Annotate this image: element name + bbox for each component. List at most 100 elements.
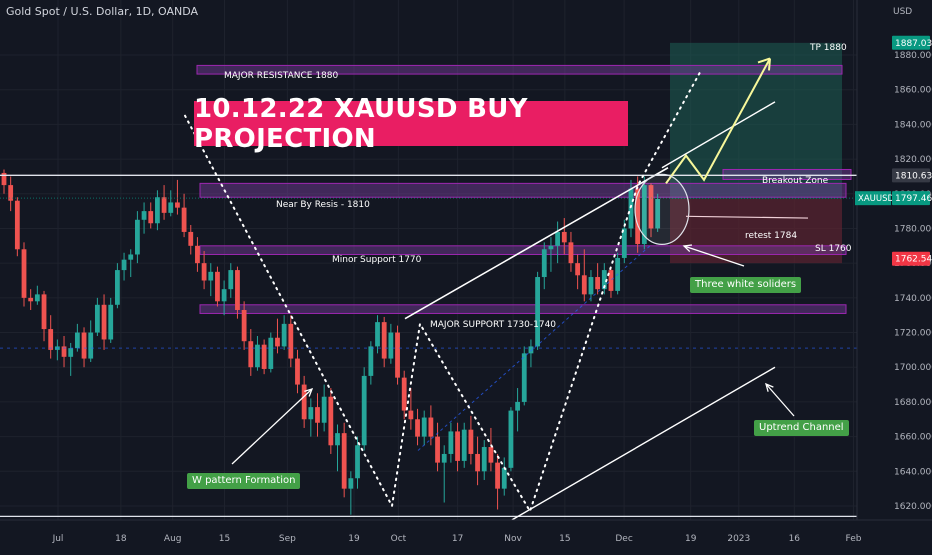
candle[interactable]: [395, 325, 400, 385]
candle[interactable]: [541, 242, 547, 290]
candle[interactable]: [128, 249, 134, 278]
candle[interactable]: [528, 339, 534, 368]
candle[interactable]: [601, 263, 607, 295]
candle[interactable]: [248, 329, 254, 376]
candle[interactable]: [188, 224, 194, 255]
candle[interactable]: [575, 254, 581, 290]
candle[interactable]: [215, 266, 220, 307]
candle[interactable]: [515, 388, 520, 432]
candle[interactable]: [255, 336, 260, 371]
candle[interactable]: [41, 290, 47, 342]
candle[interactable]: [155, 190, 160, 231]
candle[interactable]: [228, 263, 234, 298]
candle[interactable]: [655, 193, 661, 232]
candle[interactable]: [468, 415, 474, 465]
candle[interactable]: [428, 405, 434, 446]
candle[interactable]: [475, 436, 480, 486]
candle[interactable]: [595, 263, 601, 295]
candle[interactable]: [288, 315, 294, 368]
candle[interactable]: [461, 422, 467, 468]
candle[interactable]: [21, 242, 27, 307]
candle[interactable]: [321, 384, 327, 432]
candle[interactable]: [621, 219, 627, 264]
candle[interactable]: [8, 176, 14, 212]
candle[interactable]: [348, 471, 354, 515]
candle[interactable]: [375, 315, 380, 354]
candle[interactable]: [548, 237, 554, 272]
candle[interactable]: [535, 271, 540, 350]
symbol-title[interactable]: Gold Spot / U.S. Dollar, 1D, OANDA: [6, 5, 199, 18]
candle[interactable]: [355, 436, 360, 489]
candle[interactable]: [488, 427, 494, 472]
candle[interactable]: [421, 410, 427, 446]
candle[interactable]: [275, 318, 280, 354]
candle[interactable]: [401, 370, 407, 420]
candle[interactable]: [501, 457, 507, 496]
candle[interactable]: [201, 251, 207, 290]
candle[interactable]: [555, 221, 561, 264]
candle[interactable]: [408, 388, 414, 430]
candle[interactable]: [114, 263, 120, 309]
candle[interactable]: [648, 183, 654, 238]
candle[interactable]: [301, 375, 307, 428]
candle[interactable]: [335, 424, 340, 472]
candle[interactable]: [448, 422, 454, 463]
candle[interactable]: [221, 280, 227, 316]
candle[interactable]: [175, 179, 180, 215]
candle[interactable]: [74, 323, 80, 352]
candle[interactable]: [168, 190, 174, 217]
candle[interactable]: [181, 193, 187, 238]
candle[interactable]: [121, 252, 127, 281]
candle[interactable]: [28, 289, 34, 310]
candle[interactable]: [435, 422, 440, 472]
candle[interactable]: [341, 422, 347, 498]
candle[interactable]: [148, 202, 154, 229]
candle[interactable]: [108, 297, 114, 343]
candle[interactable]: [88, 320, 94, 363]
candle[interactable]: [135, 211, 140, 264]
candle[interactable]: [581, 249, 587, 302]
candle[interactable]: [521, 346, 527, 406]
candle[interactable]: [588, 270, 594, 302]
candles[interactable]: [1, 169, 661, 515]
candle[interactable]: [481, 440, 487, 480]
candle[interactable]: [608, 266, 614, 298]
candle[interactable]: [61, 336, 67, 368]
candle[interactable]: [161, 185, 167, 220]
candle[interactable]: [308, 398, 314, 437]
candle[interactable]: [295, 349, 300, 394]
candle[interactable]: [361, 367, 367, 451]
candle[interactable]: [141, 202, 147, 234]
candle[interactable]: [641, 176, 647, 250]
candle[interactable]: [1, 169, 7, 194]
candle[interactable]: [241, 301, 247, 350]
candle[interactable]: [281, 315, 287, 350]
candle[interactable]: [568, 231, 574, 272]
candle[interactable]: [315, 393, 320, 437]
candle[interactable]: [495, 453, 500, 510]
candle[interactable]: [388, 323, 394, 364]
candle[interactable]: [268, 332, 274, 373]
candle[interactable]: [54, 339, 60, 361]
candle[interactable]: [615, 252, 621, 295]
candle[interactable]: [455, 422, 460, 472]
candle[interactable]: [81, 327, 87, 368]
candle[interactable]: [415, 408, 420, 446]
candle[interactable]: [208, 263, 214, 297]
candle[interactable]: [561, 218, 567, 255]
candle[interactable]: [441, 445, 447, 503]
candle[interactable]: [508, 407, 514, 472]
candle[interactable]: [381, 316, 387, 368]
candle[interactable]: [368, 341, 374, 385]
candle[interactable]: [48, 315, 54, 359]
candle[interactable]: [261, 339, 267, 375]
candle[interactable]: [14, 197, 20, 257]
candle[interactable]: [101, 294, 107, 350]
candle[interactable]: [235, 266, 240, 319]
candle[interactable]: [34, 285, 40, 305]
candle[interactable]: [94, 297, 100, 337]
candle[interactable]: [328, 388, 334, 454]
candle[interactable]: [195, 237, 200, 272]
